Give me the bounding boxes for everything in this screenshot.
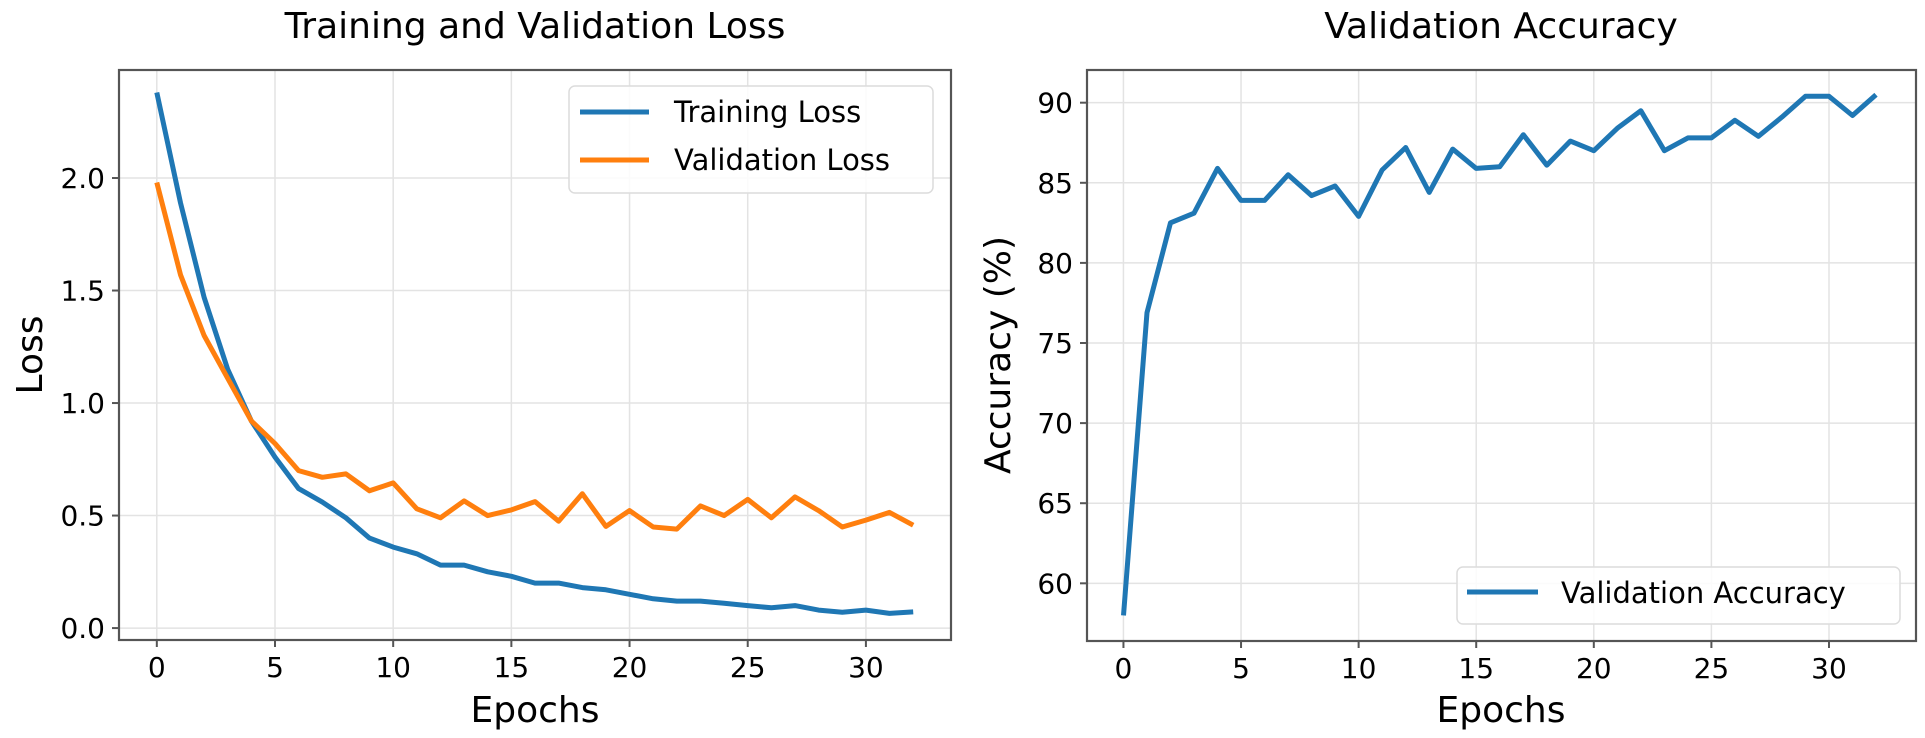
x-tick-label: 20	[1576, 652, 1612, 685]
x-tick-label: 10	[1341, 652, 1377, 685]
series-line-validation-accuracy	[1121, 92, 1878, 616]
legend-label-training-loss: Training Loss	[673, 95, 861, 129]
x-tick-label: 5	[1232, 652, 1250, 685]
x-tick-label: 15	[1458, 652, 1494, 685]
loss-chart-series	[154, 91, 915, 616]
y-tick-label: 75	[1037, 327, 1073, 360]
y-tick-label: 90	[1037, 87, 1073, 120]
y-tick-label: 1.5	[60, 275, 105, 308]
accuracy-chart-legend: Validation Accuracy	[1456, 566, 1901, 625]
loss-chart: Training and Validation Loss 0 5 10 15 20 25 3…	[10, 6, 953, 731]
x-tick-label: 5	[266, 651, 284, 684]
y-tick-label: 1.0	[60, 387, 105, 420]
y-tick-label: 60	[1037, 567, 1073, 600]
legend-label-validation-accuracy: Validation Accuracy	[1561, 576, 1846, 610]
accuracy-chart: Validation Accuracy 0 5 10 15 20 25 30 60 65 70 75…	[978, 6, 1918, 731]
y-tick-label: 0.5	[60, 500, 105, 533]
y-tick-label: 65	[1037, 487, 1073, 520]
legend-frame	[1456, 566, 1901, 625]
x-tick-label: 30	[1811, 652, 1847, 685]
accuracy-chart-series	[1121, 92, 1878, 616]
x-tick-label: 25	[730, 651, 766, 684]
y-tick-label: 2.0	[60, 162, 105, 195]
legend-frame	[568, 85, 934, 194]
x-tick-label: 30	[848, 651, 884, 684]
x-tick-label: 15	[494, 651, 530, 684]
accuracy-chart-grid	[1087, 70, 1916, 641]
loss-chart-frame	[117, 68, 953, 642]
y-tick-label: 85	[1037, 167, 1073, 200]
accuracy-chart-ylabel: Accuracy (%)	[978, 236, 1019, 474]
x-tick-label: 0	[148, 651, 166, 684]
accuracy-chart-xlabel: Epochs	[1437, 690, 1566, 731]
x-tick-label: 0	[1115, 652, 1133, 685]
x-tick-label: 20	[612, 651, 648, 684]
y-tick-label: 80	[1037, 247, 1073, 280]
accuracy-chart-title: Validation Accuracy	[1324, 6, 1678, 47]
loss-chart-legend: Training Loss Validation Loss	[568, 85, 934, 194]
accuracy-chart-ticks: 0 5 10 15 20 25 30 60 65 70 75 80 85 90	[1037, 87, 1846, 685]
x-tick-label: 25	[1694, 652, 1730, 685]
legend-label-validation-loss: Validation Loss	[674, 143, 890, 177]
loss-chart-ylabel: Loss	[10, 316, 51, 395]
accuracy-chart-frame	[1085, 68, 1918, 643]
series-line-validation-loss	[154, 181, 915, 532]
loss-chart-title: Training and Validation Loss	[284, 6, 786, 47]
x-tick-label: 10	[375, 651, 411, 684]
y-tick-label: 70	[1037, 407, 1073, 440]
loss-chart-ticks: 0 5 10 15 20 25 30 0.0 0.5 1.0 1.5 2.0	[60, 162, 883, 684]
loss-chart-xlabel: Epochs	[471, 690, 600, 731]
y-tick-label: 0.0	[60, 612, 105, 645]
